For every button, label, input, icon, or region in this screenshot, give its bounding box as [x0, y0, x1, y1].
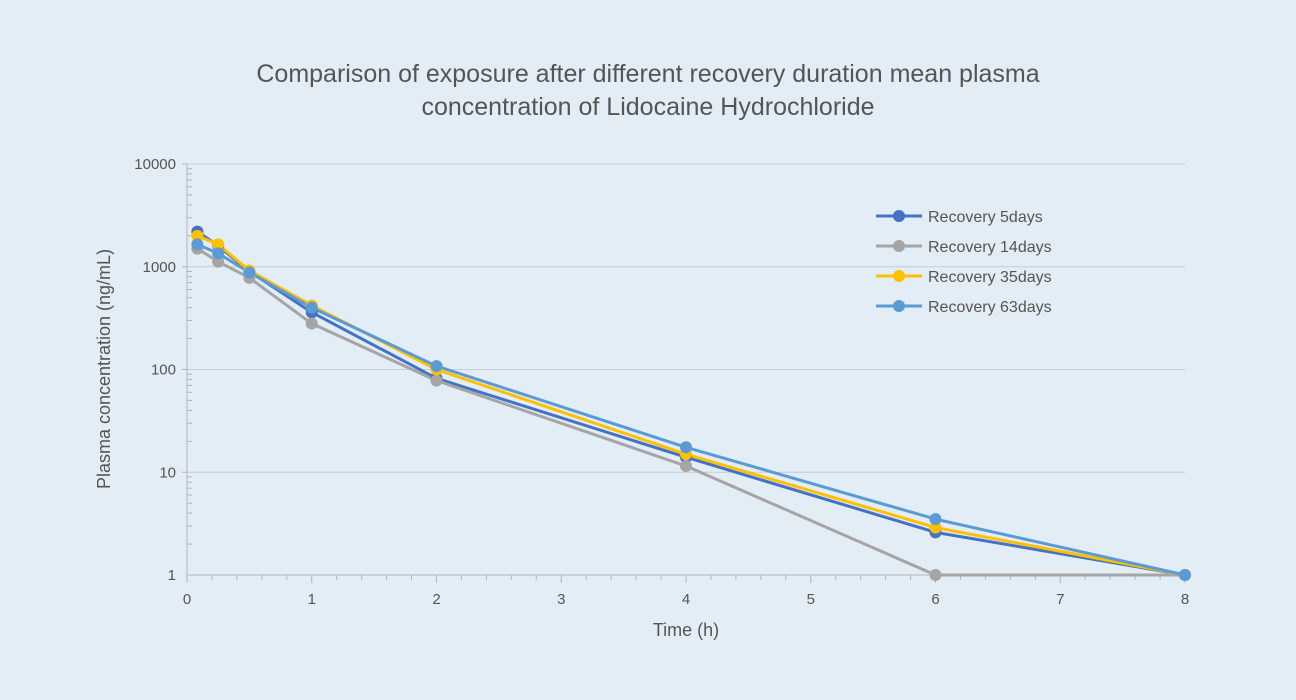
- legend-swatch-marker: [893, 270, 905, 282]
- legend: Recovery 5days Recovery 14days Recovery 35…: [876, 209, 1052, 316]
- legend-swatch-marker: [893, 300, 905, 312]
- legend-label: Recovery 35days: [928, 269, 1052, 286]
- x-tick-label: 3: [557, 591, 565, 608]
- chart-title: Comparison of exposure after different r…: [256, 60, 1039, 121]
- series-4-point: [212, 247, 225, 260]
- series-line-2: [196, 247, 1185, 577]
- x-tick-label: 7: [1056, 591, 1064, 608]
- y-tick-label: 1: [168, 567, 176, 584]
- series-3-point: [929, 521, 942, 534]
- series-layer: [191, 225, 1191, 581]
- x-tick-label: 5: [807, 591, 815, 608]
- series-4-point: [243, 266, 256, 279]
- series-2-point: [929, 569, 942, 581]
- series-3-point: [212, 238, 225, 251]
- legend-swatch-marker: [893, 240, 905, 252]
- series-2-point: [680, 460, 692, 473]
- chart-title-line-2: concentration of Lidocaine Hydrochloride: [421, 93, 874, 121]
- series-2-point: [430, 374, 443, 387]
- x-tick-label: 6: [931, 591, 939, 608]
- y-axis-label: Plasma concentration (ng/mL): [94, 249, 114, 489]
- x-tick-label: 0: [183, 591, 191, 608]
- series-4-point: [191, 238, 204, 251]
- x-tick-label: 2: [432, 591, 440, 608]
- series-2-point: [212, 255, 225, 268]
- legend-item-3: Recovery 35days: [876, 269, 1052, 286]
- x-tick-label: 8: [1181, 591, 1189, 608]
- series-line-4: [196, 243, 1186, 577]
- series-3-point: [191, 229, 204, 242]
- series-4-point: [680, 441, 692, 454]
- legend-item-2: Recovery 14days: [876, 239, 1052, 256]
- y-tick-label: 1000: [143, 259, 176, 276]
- series-line-3: [196, 234, 1186, 577]
- y-tick-label: 10: [159, 464, 176, 481]
- chart-title-line-1: Comparison of exposure after different r…: [256, 60, 1039, 88]
- series-4-point: [1179, 569, 1191, 581]
- series-4-point: [305, 301, 318, 314]
- legend-item-1: Recovery 5days: [876, 209, 1043, 226]
- legend-swatch-marker: [893, 210, 905, 222]
- series-4-point: [929, 513, 942, 526]
- series-4-point: [430, 360, 443, 373]
- y-tick-label: 10000: [134, 156, 176, 173]
- x-tick-label: 1: [308, 591, 316, 608]
- legend-label: Recovery 5days: [928, 209, 1043, 226]
- legend-label: Recovery 63days: [928, 299, 1052, 316]
- legend-label: Recovery 14days: [928, 239, 1052, 256]
- x-tick-label: 4: [682, 591, 690, 608]
- series-2-point: [305, 317, 318, 330]
- y-tick-label: 100: [151, 362, 176, 379]
- legend-item-4: Recovery 63days: [876, 299, 1052, 316]
- grid-layer: [187, 163, 1185, 473]
- x-axis-label: Time (h): [653, 620, 719, 640]
